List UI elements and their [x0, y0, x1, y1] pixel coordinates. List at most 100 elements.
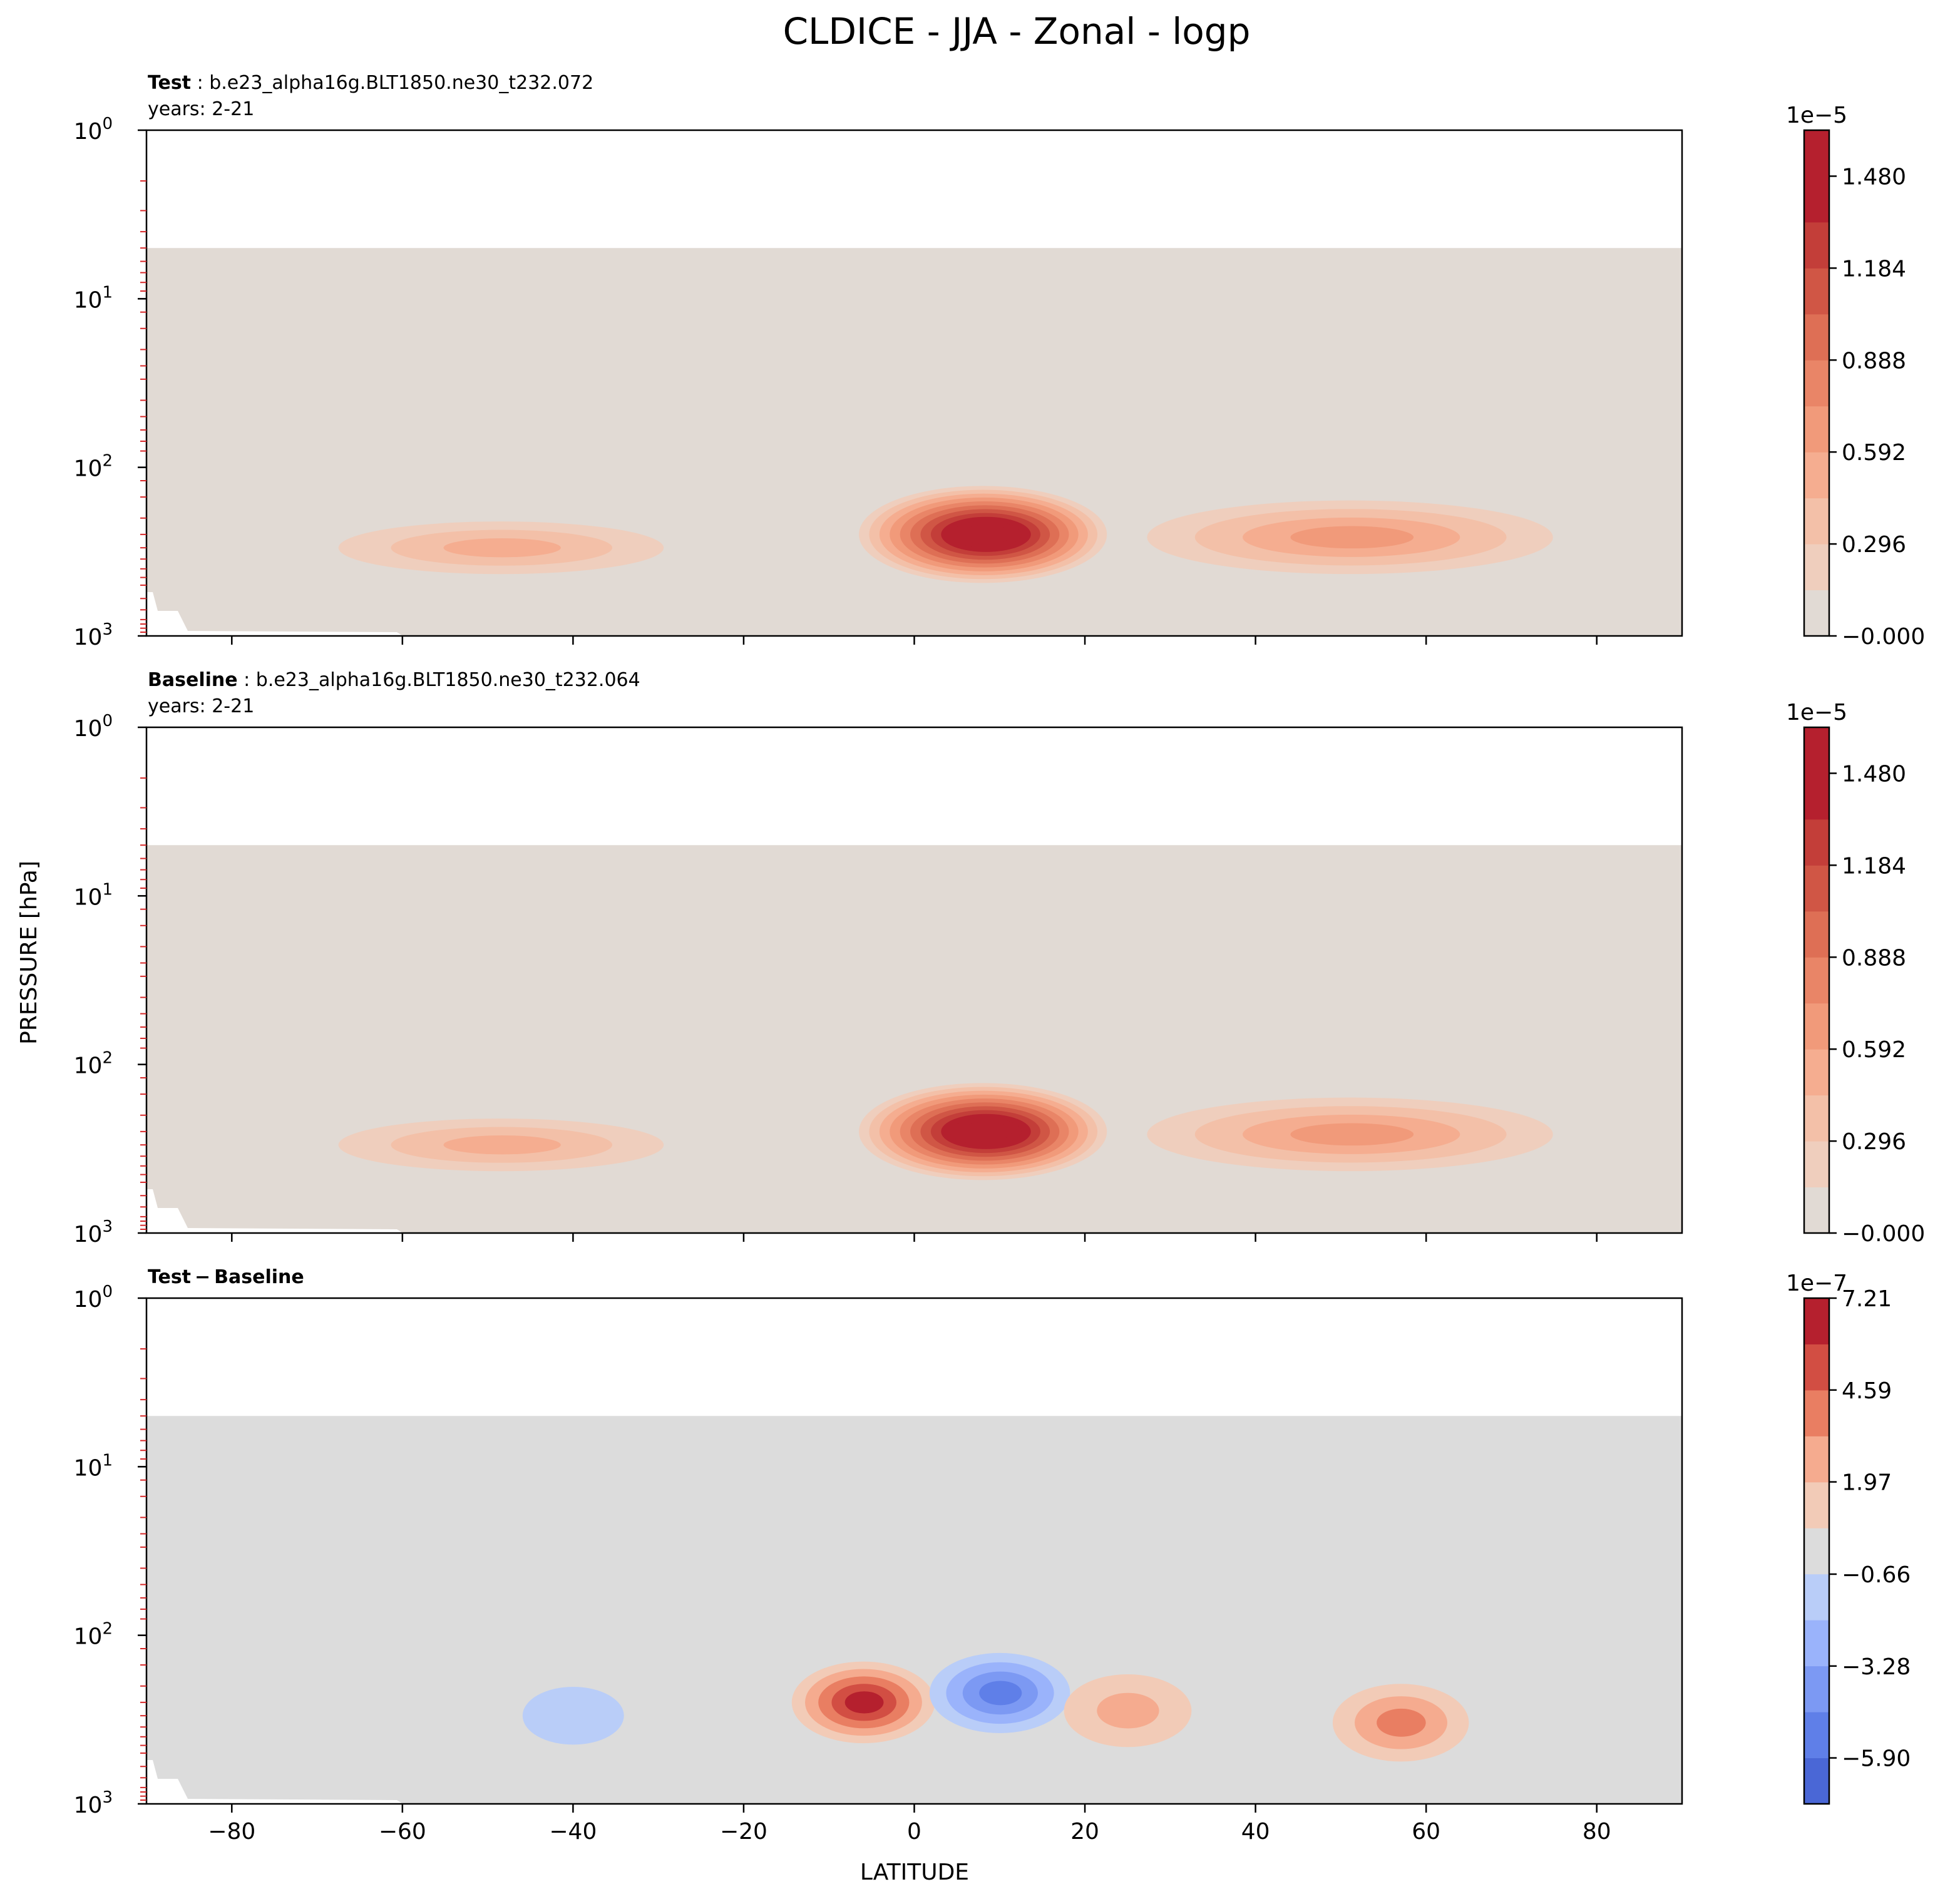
y-tick-label: 100 [74, 1282, 113, 1313]
colorbar-segment [1804, 1528, 1829, 1575]
panel-subheader: years: 2-21 [148, 695, 254, 717]
y-tick-label: 100 [74, 115, 113, 145]
panel-subheader: years: 2-21 [148, 98, 254, 120]
contour-level [522, 1686, 624, 1745]
colorbar-segment [1804, 1712, 1829, 1759]
y-tick-label: 102 [74, 1620, 113, 1650]
figure-xlabel: LATITUDE [860, 1860, 969, 1885]
colorbar-segment [1804, 1003, 1829, 1050]
colorbar-segment [1804, 130, 1829, 177]
contour-field [146, 248, 1682, 636]
colorbar-segment [1804, 314, 1829, 361]
colorbar-offset-label: 1e−5 [1786, 700, 1847, 725]
colorbar-tick-label: 0.592 [1842, 1037, 1906, 1063]
y-tick-label: 103 [74, 1788, 113, 1818]
contour-level [443, 1135, 561, 1155]
colorbar-segment [1804, 360, 1829, 407]
colorbar-segment [1804, 957, 1829, 1004]
colorbar-tick-label: 0.296 [1842, 1129, 1906, 1155]
x-tick-label: −40 [549, 1819, 597, 1845]
contour-level [1290, 1123, 1414, 1146]
colorbar-tick-label: 0.888 [1842, 348, 1906, 374]
x-tick-label: 60 [1412, 1819, 1440, 1845]
colorbar-tick-label: 0.296 [1842, 532, 1906, 558]
colorbar-segment [1804, 1666, 1829, 1712]
figure-ylabel: PRESSURE [hPa] [16, 861, 42, 1045]
colorbar-tick-label: −0.66 [1842, 1562, 1911, 1588]
contour-level [962, 1122, 1012, 1142]
x-tick-label: 80 [1583, 1819, 1611, 1845]
colorbar-segment [1804, 222, 1829, 269]
colorbar-segment [1804, 1298, 1829, 1344]
contour-level [962, 525, 1012, 545]
colorbar-segment [1804, 1436, 1829, 1483]
panel-test: Test : b.e23_alpha16g.BLT1850.ne30_t232.… [74, 72, 1926, 650]
contour-field [146, 845, 1682, 1233]
colorbar-tick-label: 1.184 [1842, 853, 1906, 879]
colorbar-segment [1804, 911, 1829, 958]
contour-level [1097, 1692, 1159, 1729]
colorbar-segment [1804, 452, 1829, 499]
colorbar-segment [1804, 498, 1829, 545]
y-tick-label: 102 [74, 452, 113, 482]
colorbar-segment [1804, 176, 1829, 223]
colorbar: 1e−5 1.480 1.184 0.888 0.592 0.296 −0.000 [1786, 103, 1925, 650]
colorbar-segment [1804, 1049, 1829, 1096]
colorbar: 1e−77.21 4.59 1.97 −0.66 −3.28 −5.90 [1786, 1271, 1911, 1805]
panel-difference: Test − Baseline 100 101 102 103 −80 −60 −40 −20 0… [74, 1266, 1911, 1845]
colorbar-tick-label: 1.97 [1842, 1470, 1892, 1496]
colorbar-segment [1804, 727, 1829, 774]
colorbar-tick-label: −0.000 [1842, 1221, 1925, 1247]
y-tick-label: 101 [74, 880, 113, 910]
x-tick-label: 40 [1241, 1819, 1270, 1845]
colorbar-segment [1804, 268, 1829, 315]
x-tick-label: 20 [1070, 1819, 1099, 1845]
x-tick-label: −20 [720, 1819, 767, 1845]
y-tick-label: 103 [74, 1217, 113, 1247]
y-tick-label: 101 [74, 1451, 113, 1481]
missing-data-region [146, 1189, 403, 1233]
colorbar-offset-label: 1e−7 [1786, 1271, 1847, 1296]
colorbar-segment [1804, 1095, 1829, 1142]
colorbar-segment [1804, 1344, 1829, 1391]
panel-header: Test : b.e23_alpha16g.BLT1850.ne30_t232.… [148, 72, 593, 94]
x-tick-label: 0 [907, 1819, 921, 1845]
colorbar-segment [1804, 1187, 1829, 1234]
colorbar-segment [1804, 865, 1829, 912]
colorbar-segment [1804, 1482, 1829, 1528]
y-tick-label: 101 [74, 283, 113, 313]
y-tick-label: 103 [74, 620, 113, 650]
colorbar-segment [1804, 1758, 1829, 1804]
colorbar-segment [1804, 819, 1829, 866]
colorbar-segment [1804, 1141, 1829, 1188]
panel-baseline: Baseline : b.e23_alpha16g.BLT1850.ne30_t… [74, 669, 1926, 1247]
x-tick-label: −60 [379, 1819, 426, 1845]
colorbar-segment [1804, 1574, 1829, 1620]
contour-level [443, 538, 561, 558]
colorbar-segment [1804, 406, 1829, 453]
contour-level [979, 1681, 1022, 1706]
missing-data-region [146, 1760, 403, 1804]
colorbar-segment [1804, 544, 1829, 591]
panels: Test : b.e23_alpha16g.BLT1850.ne30_t232.… [74, 72, 1926, 1845]
colorbar: 1e−5 1.480 1.184 0.888 0.592 0.296 −0.000 [1786, 700, 1925, 1247]
panel-header: Test − Baseline [148, 1266, 304, 1288]
colorbar-segment [1804, 590, 1829, 637]
colorbar-segment [1804, 1620, 1829, 1667]
colorbar-tick-label: −0.000 [1842, 624, 1925, 650]
colorbar-segment [1804, 1390, 1829, 1436]
figure-title: CLDICE - JJA - Zonal - logp [783, 10, 1251, 53]
colorbar-offset-label: 1e−5 [1786, 103, 1847, 128]
y-tick-label: 102 [74, 1049, 113, 1079]
colorbar-tick-label: 1.184 [1842, 256, 1906, 282]
contour-level [1377, 1708, 1426, 1737]
panel-header: Baseline : b.e23_alpha16g.BLT1850.ne30_t… [148, 669, 640, 691]
contour-level [1290, 526, 1414, 549]
colorbar-tick-label: −5.90 [1842, 1746, 1911, 1772]
colorbar-tick-label: 0.592 [1842, 440, 1906, 466]
contour-level [844, 1691, 884, 1714]
x-tick-label: −80 [208, 1819, 255, 1845]
contour-field [146, 1416, 1682, 1804]
colorbar-tick-label: 1.480 [1842, 164, 1906, 190]
